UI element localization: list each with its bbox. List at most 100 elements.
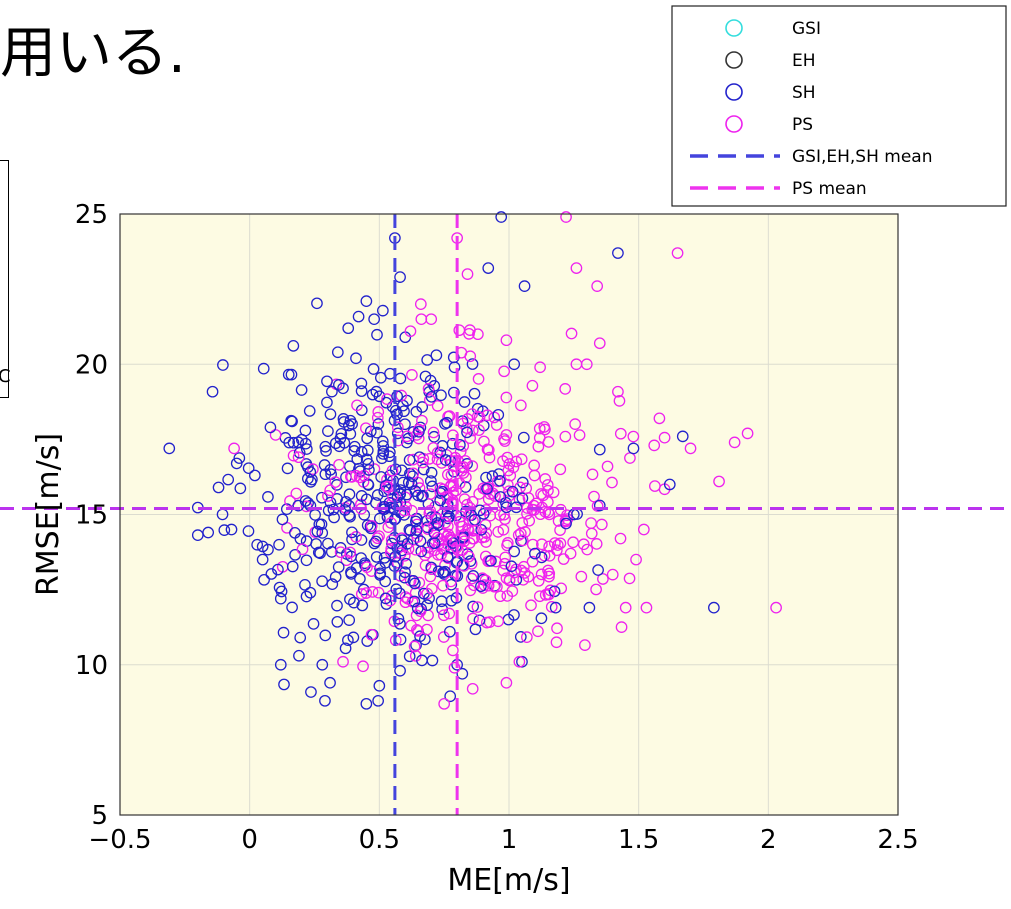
sh-point [377,440,390,452]
ps-point [565,327,578,340]
sh-point [370,385,383,398]
ps-point [464,432,476,444]
data-points [163,211,782,710]
sh-point [428,380,441,392]
ps-point [581,543,594,556]
sh-point [303,405,316,417]
ps-point [453,477,466,490]
sh-point [324,676,336,689]
ps-point [526,379,539,392]
ps-point [402,543,415,555]
sh-point [289,526,301,539]
ps-point [480,536,492,548]
sh-point [348,440,361,453]
ps-point [458,493,471,506]
sh-point [343,509,356,522]
sh-point [286,415,298,428]
sh-point [286,601,298,614]
y-tick-label: 20 [75,350,108,380]
ps-point [419,559,432,572]
ps-point [534,361,546,374]
sh-point [301,472,314,485]
sh-point [299,437,312,450]
ps-point [554,463,567,476]
sh-point [508,545,521,558]
sh-point [331,346,344,359]
sh-point [281,462,294,475]
ps-point [357,660,369,673]
ps-point [472,328,484,341]
sh-point [411,602,424,615]
ps-point [424,505,437,517]
sh-point [362,458,375,470]
sh-point [319,694,331,707]
sh-point [505,560,518,573]
sh-point [375,471,387,483]
legend-box [671,5,1007,207]
ps-point [523,514,536,527]
x-tick-label: 0.5 [359,825,400,855]
sh-point [454,438,466,451]
sh-point [222,473,235,486]
sh-point [326,578,339,591]
sh-point [401,488,413,501]
legend-label: GSI,EH,SH mean [792,147,933,167]
sh-point [340,495,352,508]
ps-point [580,358,593,371]
sh-point [441,551,454,563]
ps-point [437,579,449,592]
legend-label: EH [792,51,816,71]
sh-point [325,546,338,558]
sh-point [386,537,398,550]
sh-point [234,482,247,495]
sh-point [439,418,451,430]
ps-point [525,599,537,612]
sh-point [468,387,481,400]
ps-point [499,551,512,564]
sh-point [348,445,361,457]
sh-point [300,554,313,567]
sh-point [361,432,374,445]
ps-point [535,488,547,500]
ps-point [545,601,558,613]
ps-point [554,524,566,536]
ps-point [344,470,357,483]
ps-point [421,523,434,535]
sh-point [374,567,387,580]
sh-point [283,436,296,449]
ps-point [539,473,552,485]
sh-point [359,559,371,572]
legend-marker-eh [725,51,743,69]
sh-point [409,577,421,590]
ps-point [533,590,546,603]
sh-point [416,401,429,413]
ps-point [526,555,539,568]
ps-point [411,531,424,543]
sh-point [448,386,460,399]
sh-point [324,408,337,421]
sh-point [251,538,264,551]
ps-point [543,588,555,601]
y-axis-label: RMSE[m/s] [31,433,66,596]
ps-point [591,280,604,292]
sh-point [275,585,288,598]
ps-point [469,524,481,537]
ps-point [536,538,548,551]
ps-point [423,452,436,465]
ps-point [497,523,510,536]
ps-point [372,586,385,599]
ps-point [405,504,418,517]
sh-point [439,454,452,466]
sh-point [258,573,270,586]
ps-point [401,592,414,605]
ps-point [414,298,427,310]
ps-point [713,475,725,488]
sh-point [285,368,298,381]
ps-point [630,553,642,566]
ps-point [500,572,513,585]
sh-point [445,578,458,591]
sh-point [399,418,411,431]
ps-point [453,324,466,337]
sh-point [217,359,229,371]
sh-point [443,625,456,638]
